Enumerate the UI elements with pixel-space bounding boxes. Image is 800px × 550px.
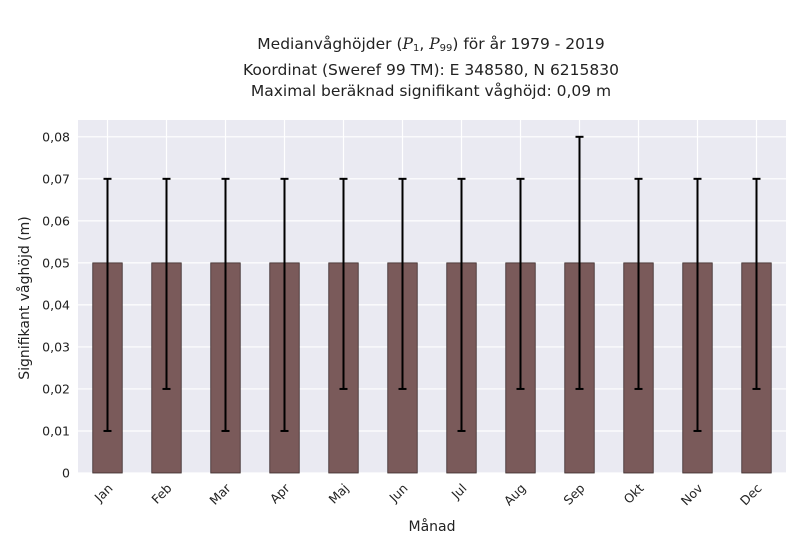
- chart-title-line-2: Koordinat (Sweref 99 TM): E 348580, N 62…: [243, 60, 619, 79]
- y-tick-label: 0,02: [42, 381, 70, 396]
- x-tick-label: Apr: [267, 480, 294, 507]
- y-tick-label: 0,06: [42, 213, 70, 228]
- x-axis-label: Månad: [409, 518, 456, 535]
- plot-area: [78, 120, 786, 473]
- y-tick-label: 0,07: [42, 171, 70, 186]
- y-tick-label: 0,01: [42, 423, 70, 438]
- x-tick-label: Jan: [91, 481, 116, 506]
- x-tick-label: Aug: [501, 481, 529, 509]
- error-bars: [103, 135, 761, 432]
- x-tick-label: Feb: [148, 480, 174, 506]
- x-tick-label: Nov: [678, 480, 706, 508]
- y-tick-label: 0: [62, 466, 70, 481]
- x-tick-label: Sep: [560, 480, 587, 507]
- y-axis-label: Signifikant våghöjd (m): [16, 216, 33, 379]
- y-tick-label: 0,04: [42, 297, 70, 312]
- x-tick-label: Jun: [385, 481, 410, 506]
- chart-title-line-3: Maximal beräknad signifikant våghöjd: 0,…: [250, 82, 612, 100]
- x-tick-label: Maj: [326, 481, 352, 507]
- y-tick-label: 0,08: [42, 129, 70, 144]
- x-tick-labels: Jan Feb Mar Apr Maj Jun Jul Aug Sep Okt Nov Dec: [91, 480, 765, 508]
- chart-title: Medianvåghöjder (P1, P99) för år 1979 - …: [136, 34, 726, 103]
- chart-title-line-1: Medianvåghöjder (P1, P99) för år 1979 - …: [257, 35, 605, 54]
- x-tick-label: Okt: [620, 480, 646, 506]
- x-tick-label: Dec: [737, 480, 765, 508]
- y-tick-label: 0,05: [42, 255, 70, 270]
- x-tick-label: Jul: [448, 481, 470, 503]
- x-tick-label: Mar: [206, 480, 234, 508]
- y-tick-label: 0,03: [42, 339, 70, 354]
- y-tick-labels: 0 0,01 0,02 0,03 0,04 0,05 0,06 0,07 0,08: [42, 129, 70, 480]
